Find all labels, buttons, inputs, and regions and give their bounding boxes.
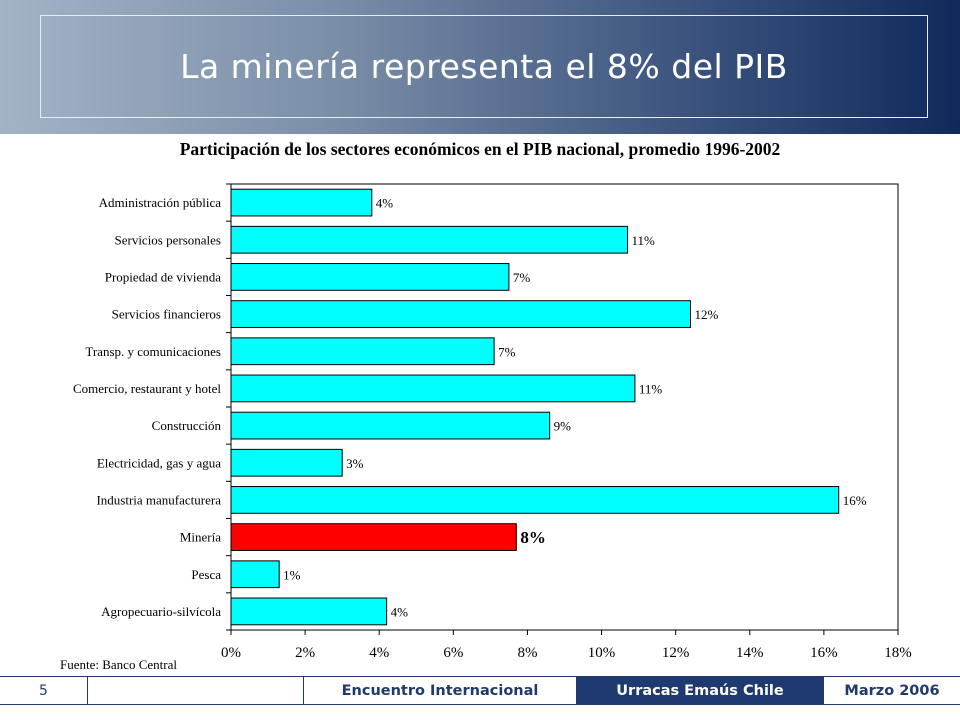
x-tick-label: 14%: [736, 645, 764, 661]
title-frame: La minería representa el 8% del PIB: [40, 15, 928, 118]
value-label: 3%: [346, 456, 364, 471]
x-tick-label: 12%: [662, 645, 690, 661]
bar-chart: 0% 2% 4% 6% 8% 10% 12% 14% 16% 18% Administración …: [73, 183, 912, 661]
x-tick-label: 16%: [810, 645, 838, 661]
x-tick-label: 0%: [221, 645, 241, 661]
category-label: Construcción: [152, 418, 222, 433]
footer-date: Marzo 2006: [824, 677, 960, 704]
category-label: Minería: [180, 530, 221, 545]
bar-7: [230, 448, 343, 477]
value-label: 4%: [376, 196, 394, 211]
category-label: Transp. y comunicaciones: [85, 344, 221, 359]
value-label: 7%: [513, 270, 531, 285]
bar-6: [230, 411, 551, 440]
category-label: Servicios personales: [114, 232, 221, 247]
value-label: 1%: [283, 567, 301, 582]
x-tick-label: 8%: [517, 645, 537, 661]
bar-8: [230, 486, 840, 514]
x-tick-label: 6%: [443, 645, 463, 661]
category-label: Agropecuario-silvícola: [101, 604, 221, 619]
value-label: 8%: [520, 528, 546, 547]
chart-title: Participación de los sectores económicos…: [179, 139, 781, 159]
category-label: Administración pública: [99, 195, 222, 210]
category-label: Propiedad de vivienda: [105, 269, 221, 284]
category-label: Electricidad, gas y agua: [97, 455, 221, 470]
page-number: 5: [0, 677, 88, 704]
slide-header: La minería representa el 8% del PIB: [0, 0, 960, 134]
category-label: Servicios financieros: [112, 307, 221, 322]
bar-3: [230, 300, 691, 328]
category-label: Pesca: [191, 567, 221, 582]
value-label: 7%: [498, 344, 516, 359]
value-label: 11%: [631, 233, 655, 248]
chart-source: Fuente: Banco Central: [60, 657, 177, 672]
x-tick-label: 18%: [884, 645, 912, 661]
bar-0: [230, 188, 373, 217]
value-label: 12%: [694, 307, 718, 322]
bar-5: [230, 374, 636, 403]
x-tick-label: 2%: [295, 645, 315, 661]
slide-footer: 5 Encuentro Internacional Urracas Emaús …: [0, 676, 960, 705]
category-label: Industria manufacturera: [96, 492, 221, 507]
value-label: 9%: [554, 419, 572, 434]
footer-event: Encuentro Internacional: [303, 677, 576, 704]
bar-2: [230, 263, 510, 291]
bar-4: [230, 337, 495, 366]
bar-10: [230, 560, 280, 589]
x-tick-label: 10%: [588, 645, 616, 661]
value-label: 11%: [639, 381, 663, 396]
category-label: Comercio, restaurant y hotel: [73, 381, 221, 396]
slide-title: La minería representa el 8% del PIB: [180, 47, 788, 86]
value-label: 16%: [843, 493, 867, 508]
bar-11: [230, 597, 388, 626]
value-label: 4%: [391, 604, 409, 619]
footer-organization: Urracas Emaús Chile: [576, 677, 824, 704]
bar-1: [230, 225, 628, 254]
x-tick-label: 4%: [369, 645, 389, 661]
bar-9: [230, 523, 517, 551]
